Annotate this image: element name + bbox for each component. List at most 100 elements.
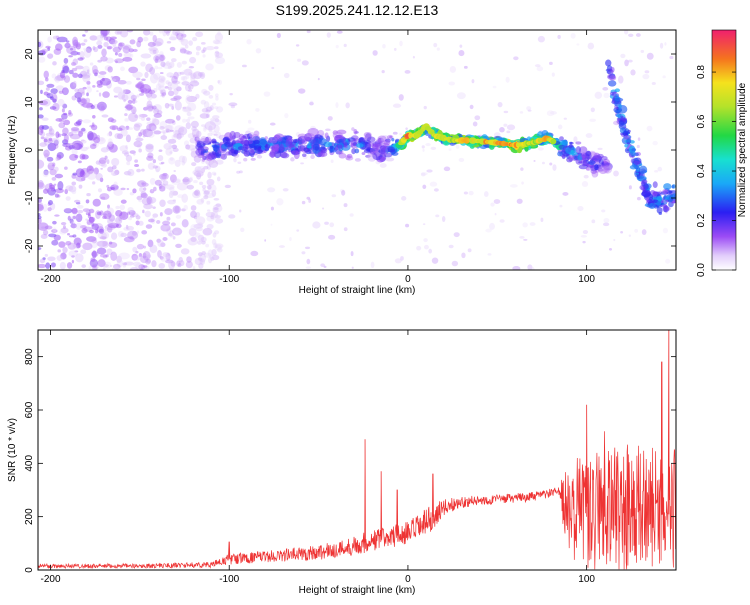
heatmap-cell: [154, 38, 164, 46]
heatmap-cell: [202, 227, 213, 236]
heatmap-cell: [150, 93, 157, 99]
heatmap-cell: [355, 143, 364, 148]
heatmap-cell: [86, 193, 91, 197]
heatmap-cell: [182, 178, 189, 183]
heatmap-cell: [47, 47, 51, 51]
heatmap-cell: [173, 88, 179, 96]
heatmap-cell: [182, 118, 187, 123]
heatmap-cell: [202, 155, 207, 160]
heatmap-cell: [39, 258, 46, 264]
heatmap-cell: [107, 204, 110, 209]
heatmap-cell: [158, 183, 163, 189]
heatmap-cell: [125, 134, 131, 143]
heatmap-cell: [106, 207, 115, 215]
heatmap-cell: [630, 69, 636, 76]
heatmap-cell: [179, 260, 185, 267]
heatmap-cell: [159, 126, 165, 130]
heatmap-cell: [56, 36, 68, 43]
heatmap-cell: [38, 159, 45, 169]
heatmap-cell: [448, 244, 454, 249]
heatmap-cell: [74, 250, 79, 253]
heatmap-cell: [47, 186, 57, 196]
heatmap-cell: [312, 221, 321, 229]
heatmap-cell: [306, 258, 311, 265]
heatmap-cell: [178, 256, 183, 263]
heatmap-cell: [273, 134, 280, 140]
heatmap-cell: [138, 113, 143, 119]
heatmap-cell: [203, 126, 207, 130]
heatmap-cell: [68, 250, 78, 257]
colorbar: 0.00.20.40.60.8 Normalized spectral ampl…: [696, 29, 748, 277]
heatmap-cell: [117, 80, 127, 85]
y-tick-label: -20: [24, 238, 35, 253]
heatmap-cell: [130, 210, 136, 216]
heatmap-cell: [136, 77, 141, 81]
heatmap-cell: [47, 142, 57, 152]
heatmap-cell: [47, 139, 54, 144]
heatmap-cell: [133, 123, 141, 131]
heatmap-cell: [41, 125, 50, 130]
heatmap-cell: [660, 191, 669, 195]
heatmap-cell: [63, 75, 71, 83]
heatmap-cell: [662, 227, 668, 234]
heatmap-cell: [135, 82, 145, 88]
heatmap-cell: [166, 72, 174, 78]
heatmap-cell: [602, 165, 613, 174]
heatmap-cell: [62, 65, 70, 74]
heatmap-cell: [199, 223, 204, 227]
heatmap-cell: [214, 214, 221, 219]
colorbar-tick-label: 0.2: [696, 213, 707, 227]
heatmap-cell: [201, 88, 208, 95]
heatmap-cell: [656, 207, 663, 214]
heatmap-cell: [215, 159, 224, 165]
heatmap-cell: [146, 100, 153, 110]
heatmap-cell: [160, 161, 165, 165]
heatmap-cell: [197, 72, 204, 77]
heatmap-cell: [177, 194, 184, 198]
heatmap-cell: [155, 55, 160, 61]
heatmap-cell: [59, 122, 64, 129]
heatmap-cell: [108, 131, 113, 137]
heatmap-cell: [99, 34, 104, 39]
heatmap-cell: [85, 211, 91, 216]
heatmap-cell: [176, 86, 182, 92]
heatmap-cell: [86, 86, 92, 93]
heatmap-cell: [56, 154, 62, 161]
heatmap-cell: [155, 169, 160, 173]
heatmap-cell: [174, 100, 182, 111]
heatmap-cell: [89, 239, 99, 249]
heatmap-cell: [614, 88, 621, 93]
heatmap-cell: [307, 127, 319, 137]
heatmap-cell: [141, 230, 148, 235]
heatmap-cell: [335, 44, 339, 49]
heatmap-cell: [187, 132, 196, 139]
heatmap-cell: [153, 186, 157, 192]
heatmap-cell: [54, 193, 59, 198]
heatmap-cell: [44, 253, 49, 257]
heatmap-cell: [157, 66, 163, 70]
heatmap-cell: [208, 94, 214, 99]
heatmap-cell: [100, 30, 108, 37]
heatmap-cell: [157, 239, 164, 248]
heatmap-cell: [361, 152, 366, 156]
heatmap-cell: [453, 232, 460, 238]
heatmap-cell: [178, 126, 188, 136]
heatmap-cell: [423, 105, 427, 110]
heatmap-cell: [162, 252, 171, 257]
heatmap-cell: [71, 62, 77, 66]
heatmap-cell: [182, 178, 192, 185]
heatmap-cell: [559, 204, 563, 208]
heatmap-cell: [169, 61, 175, 68]
heatmap-cell: [103, 213, 107, 217]
heatmap-cell: [153, 72, 161, 80]
heatmap-cell: [72, 80, 77, 87]
heatmap-cell: [665, 194, 673, 201]
heatmap-cell: [104, 65, 112, 71]
heatmap-cell: [215, 244, 222, 251]
heatmap-cell: [291, 149, 297, 155]
heatmap-cell: [132, 151, 136, 156]
heatmap-cell: [566, 157, 573, 163]
heatmap-cell: [132, 188, 137, 194]
heatmap-cell: [108, 241, 113, 245]
heatmap-cell: [404, 70, 411, 74]
